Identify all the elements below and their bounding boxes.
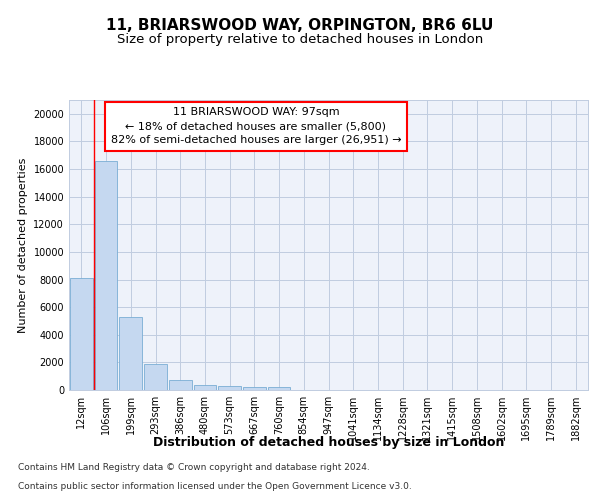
Bar [95, 161, 118, 390]
Bar [218, 386, 241, 390]
Text: 11, BRIARSWOOD WAY, ORPINGTON, BR6 6LU: 11, BRIARSWOOD WAY, ORPINGTON, BR6 6LU [106, 18, 494, 32]
Bar [70, 278, 93, 390]
Bar [194, 385, 216, 390]
Bar [243, 387, 266, 390]
Text: Contains public sector information licensed under the Open Government Licence v3: Contains public sector information licen… [18, 482, 412, 491]
Bar [169, 380, 191, 390]
Bar [144, 364, 167, 390]
Text: 11 BRIARSWOOD WAY: 97sqm
← 18% of detached houses are smaller (5,800)
82% of sem: 11 BRIARSWOOD WAY: 97sqm ← 18% of detach… [110, 108, 401, 146]
Y-axis label: Number of detached properties: Number of detached properties [18, 158, 28, 332]
Text: Contains HM Land Registry data © Crown copyright and database right 2024.: Contains HM Land Registry data © Crown c… [18, 464, 370, 472]
Text: Size of property relative to detached houses in London: Size of property relative to detached ho… [117, 32, 483, 46]
Bar [268, 388, 290, 390]
Text: Distribution of detached houses by size in London: Distribution of detached houses by size … [153, 436, 505, 449]
Bar [119, 317, 142, 390]
